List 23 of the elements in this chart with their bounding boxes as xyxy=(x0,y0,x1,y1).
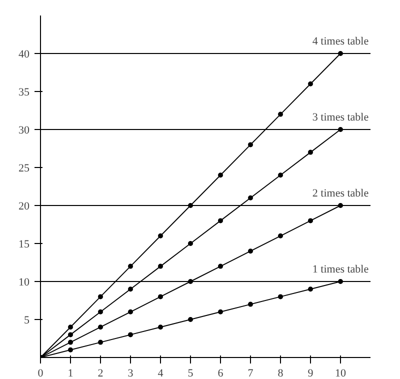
y-tick-label: 10 xyxy=(18,276,30,288)
series-label: 1 times table xyxy=(312,264,369,276)
x-tick-label: 2 xyxy=(98,368,104,379)
x-tick-label: 1 xyxy=(68,368,74,379)
x-tick-label: 8 xyxy=(278,368,284,379)
y-tick-label: 20 xyxy=(18,200,30,212)
x-tick-label: 3 xyxy=(128,368,134,379)
x-tick-label: 6 xyxy=(218,368,224,379)
y-tick-label: 15 xyxy=(18,238,30,250)
y-tick-label: 40 xyxy=(18,48,30,60)
y-tick-label: 35 xyxy=(18,86,30,98)
x-tick-label: 7 xyxy=(248,368,254,379)
y-tick-label: 25 xyxy=(18,162,30,174)
series-label: 2 times table xyxy=(312,188,369,200)
x-tick-label: 4 xyxy=(158,368,164,379)
x-tick-label: 9 xyxy=(308,368,314,379)
y-tick-label: 30 xyxy=(18,124,30,136)
y-tick-label: 5 xyxy=(24,314,30,326)
x-tick-label: 5 xyxy=(188,368,194,379)
x-tick-label: 10 xyxy=(335,368,346,379)
series-label: 3 times table xyxy=(312,112,369,124)
x-tick-label: 0 xyxy=(38,368,44,379)
series-label: 4 times table xyxy=(312,36,369,48)
